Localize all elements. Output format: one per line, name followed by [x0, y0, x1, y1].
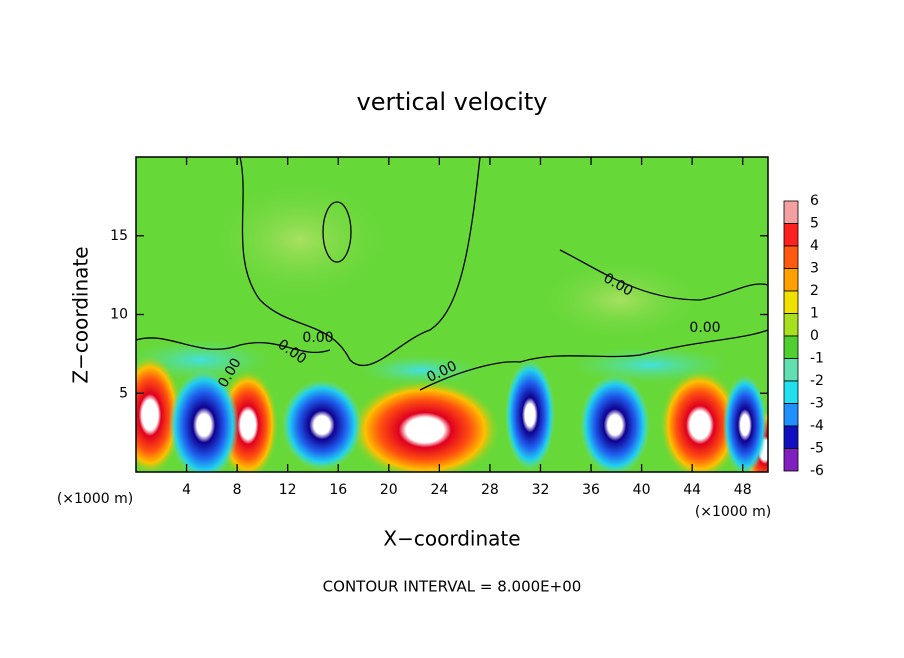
colorbar-label: -4: [810, 418, 824, 434]
x-tick-label: 16: [329, 482, 347, 498]
x-tick-label: 40: [633, 482, 651, 498]
colorbar-label: 0: [810, 328, 819, 344]
x-tick-label: 28: [481, 482, 499, 498]
colorbar-bin: [783, 200, 799, 224]
y-tick-label: 10: [110, 307, 128, 323]
x-tick-label: 48: [734, 482, 752, 498]
colorbar-label: 2: [810, 283, 819, 299]
colorbar-bin: [783, 223, 799, 247]
colorbar-bin: [783, 403, 799, 427]
y-tick-label: 5: [119, 385, 128, 401]
colorbar-label: 4: [810, 238, 819, 254]
colorbar-bin: [783, 335, 799, 359]
colorbar-label: -5: [810, 441, 824, 457]
colorbar-label: -6: [810, 463, 824, 479]
x-tick-label: 24: [430, 482, 448, 498]
colorbar-bin: [783, 313, 799, 337]
y-axis-label: Z−coordinate: [69, 246, 93, 383]
chart-title: vertical velocity: [357, 88, 548, 116]
x-unit-label: (×1000 m): [57, 491, 133, 507]
x-tick-label: 20: [380, 482, 398, 498]
colorbar-bin: [783, 358, 799, 382]
colorbar-label: 6: [810, 193, 819, 209]
field: [136, 157, 768, 472]
colorbar-bin: [783, 268, 799, 292]
colorbar-label: -3: [810, 396, 824, 412]
x-tick-label: 36: [582, 482, 600, 498]
colorbar-bin: [783, 448, 799, 472]
colorbar-label: 5: [810, 216, 819, 232]
x-axis-label: X−coordinate: [383, 527, 520, 551]
colorbar-bin: [783, 425, 799, 449]
y-tick-label: 15: [110, 228, 128, 244]
x-tick-label: 44: [683, 482, 701, 498]
x-tick-label: 4: [182, 482, 191, 498]
x-unit-label: (×1000 m): [695, 504, 771, 520]
x-tick-label: 12: [279, 482, 297, 498]
colorbar-label: -2: [810, 373, 824, 389]
colorbar-label: 3: [810, 261, 819, 277]
colorbar-bin: [783, 245, 799, 269]
colorbar-label: -1: [810, 351, 824, 367]
colorbar-bin: [783, 380, 799, 404]
colorbar-label: 1: [810, 306, 819, 322]
x-tick-label: 8: [233, 482, 242, 498]
contour-label: 0.00: [689, 320, 720, 336]
annotation: CONTOUR INTERVAL = 8.000E+00: [323, 578, 582, 596]
contour-label: 0.00: [302, 330, 333, 346]
x-tick-label: 32: [532, 482, 550, 498]
colorbar-bin: [783, 290, 799, 314]
